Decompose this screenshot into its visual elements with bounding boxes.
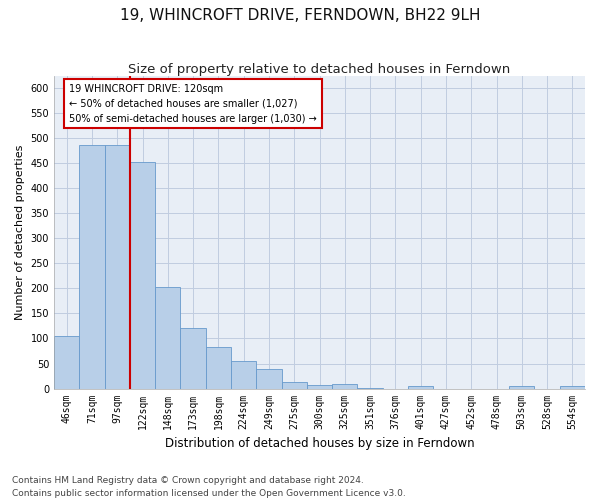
Bar	[181, 328, 206, 388]
Title: Size of property relative to detached houses in Ferndown: Size of property relative to detached ho…	[128, 62, 511, 76]
Bar	[509, 386, 535, 388]
Bar	[307, 384, 332, 388]
Bar	[408, 386, 433, 388]
Text: Contains HM Land Registry data © Crown copyright and database right 2024.
Contai: Contains HM Land Registry data © Crown c…	[12, 476, 406, 498]
Bar	[155, 288, 181, 388]
Bar	[79, 144, 104, 388]
Text: 19 WHINCROFT DRIVE: 120sqm
← 50% of detached houses are smaller (1,027)
50% of s: 19 WHINCROFT DRIVE: 120sqm ← 50% of deta…	[69, 84, 317, 124]
Bar	[332, 384, 358, 388]
X-axis label: Distribution of detached houses by size in Ferndown: Distribution of detached houses by size …	[165, 437, 475, 450]
Bar	[231, 361, 256, 388]
Bar	[104, 144, 130, 388]
Bar	[54, 336, 79, 388]
Bar	[256, 368, 281, 388]
Bar	[130, 162, 155, 388]
Bar	[560, 386, 585, 388]
Bar	[281, 382, 307, 388]
Y-axis label: Number of detached properties: Number of detached properties	[15, 144, 25, 320]
Bar	[206, 348, 231, 389]
Text: 19, WHINCROFT DRIVE, FERNDOWN, BH22 9LH: 19, WHINCROFT DRIVE, FERNDOWN, BH22 9LH	[120, 8, 480, 22]
